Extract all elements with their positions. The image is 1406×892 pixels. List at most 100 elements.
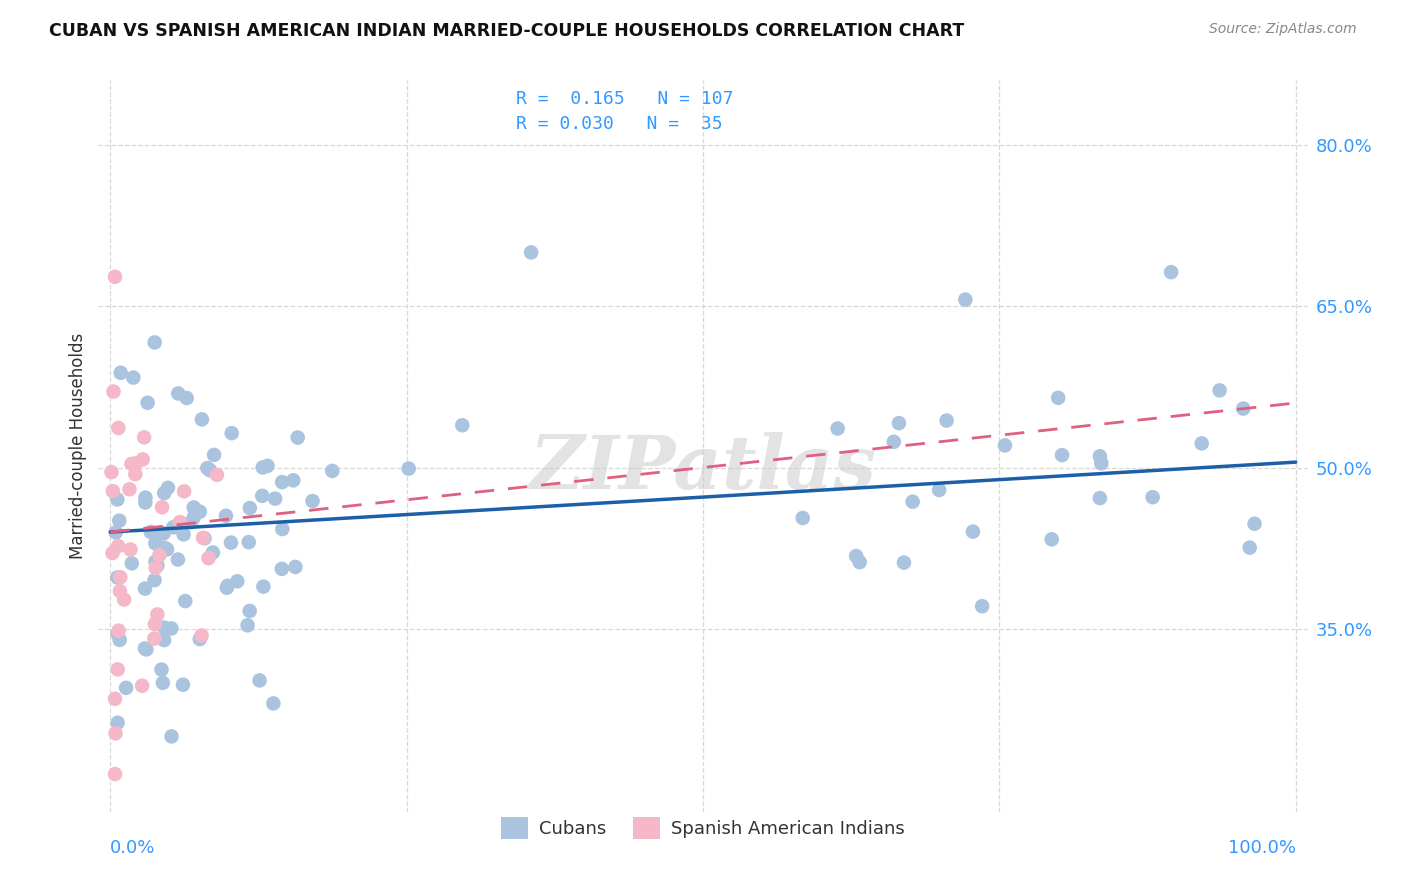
Point: [152, 526, 174, 541]
Point: [124, 467, 146, 482]
Point: [901, 494, 924, 508]
Point: [153, 486, 176, 500]
Point: [108, 632, 131, 647]
Point: [219, 535, 242, 549]
Point: [101, 484, 124, 499]
Point: [103, 384, 125, 399]
Point: [271, 475, 294, 489]
Point: [972, 599, 994, 614]
Point: [134, 641, 156, 656]
Point: [100, 465, 122, 479]
Point: [1040, 533, 1063, 547]
Point: [174, 594, 197, 608]
Point: [122, 370, 145, 384]
Point: [256, 458, 278, 473]
Point: [520, 245, 543, 260]
Point: [271, 522, 294, 536]
Point: [283, 473, 305, 487]
Point: [183, 500, 205, 515]
Point: [252, 489, 274, 503]
Point: [1047, 391, 1070, 405]
Point: [136, 396, 159, 410]
Point: [284, 560, 307, 574]
Point: [145, 560, 167, 574]
Point: [893, 556, 915, 570]
Point: [236, 618, 259, 632]
Point: [143, 573, 166, 587]
Point: [143, 617, 166, 632]
Point: [107, 539, 129, 553]
Point: [270, 562, 292, 576]
Point: [104, 269, 127, 284]
Point: [883, 434, 905, 449]
Point: [262, 697, 284, 711]
Point: [110, 366, 132, 380]
Point: [173, 527, 195, 541]
Point: [105, 570, 128, 584]
Point: [205, 467, 228, 482]
Point: [139, 524, 162, 539]
Point: [191, 412, 214, 426]
Point: [321, 464, 343, 478]
Point: [107, 715, 129, 730]
Point: [105, 492, 128, 507]
Point: [152, 675, 174, 690]
Point: [134, 491, 156, 505]
Point: [145, 555, 167, 569]
Point: [146, 558, 169, 573]
Point: [887, 416, 910, 430]
Point: [104, 691, 127, 706]
Point: [135, 642, 157, 657]
Point: [1090, 456, 1112, 470]
Point: [121, 457, 143, 471]
Point: [1050, 448, 1073, 462]
Point: [120, 542, 142, 557]
Point: [935, 413, 957, 427]
Point: [197, 551, 219, 566]
Point: [150, 500, 173, 515]
Point: [1232, 401, 1254, 416]
Point: [190, 628, 212, 642]
Point: [239, 501, 262, 516]
Point: [167, 552, 190, 566]
Point: [173, 484, 195, 499]
Point: [121, 557, 143, 571]
Point: [107, 626, 129, 640]
Point: [176, 391, 198, 405]
Point: [1088, 491, 1111, 505]
Point: [153, 621, 176, 635]
Point: [226, 574, 249, 589]
Point: [845, 549, 868, 563]
Point: [238, 535, 260, 549]
Point: [193, 531, 215, 545]
Point: [162, 520, 184, 534]
Text: CUBAN VS SPANISH AMERICAN INDIAN MARRIED-COUPLE HOUSEHOLDS CORRELATION CHART: CUBAN VS SPANISH AMERICAN INDIAN MARRIED…: [49, 22, 965, 40]
Point: [156, 481, 179, 495]
Point: [191, 531, 214, 545]
Point: [131, 679, 153, 693]
Point: [287, 431, 309, 445]
Point: [153, 633, 176, 648]
Point: [150, 663, 173, 677]
Point: [172, 678, 194, 692]
Point: [848, 555, 870, 569]
Point: [134, 582, 156, 596]
Point: [792, 511, 814, 525]
Point: [143, 335, 166, 350]
Text: R = 0.030   N =  35: R = 0.030 N = 35: [516, 115, 723, 133]
Point: [1142, 490, 1164, 504]
Point: [143, 536, 166, 550]
Point: [1088, 449, 1111, 463]
Point: [827, 421, 849, 435]
Point: [160, 730, 183, 744]
Point: [180, 515, 202, 529]
Point: [239, 604, 262, 618]
Point: [962, 524, 984, 539]
Point: [101, 546, 124, 560]
Point: [994, 438, 1017, 452]
Text: Source: ZipAtlas.com: Source: ZipAtlas.com: [1209, 22, 1357, 37]
Point: [201, 545, 224, 559]
Point: [169, 515, 191, 529]
Point: [107, 662, 129, 676]
Point: [143, 632, 166, 646]
